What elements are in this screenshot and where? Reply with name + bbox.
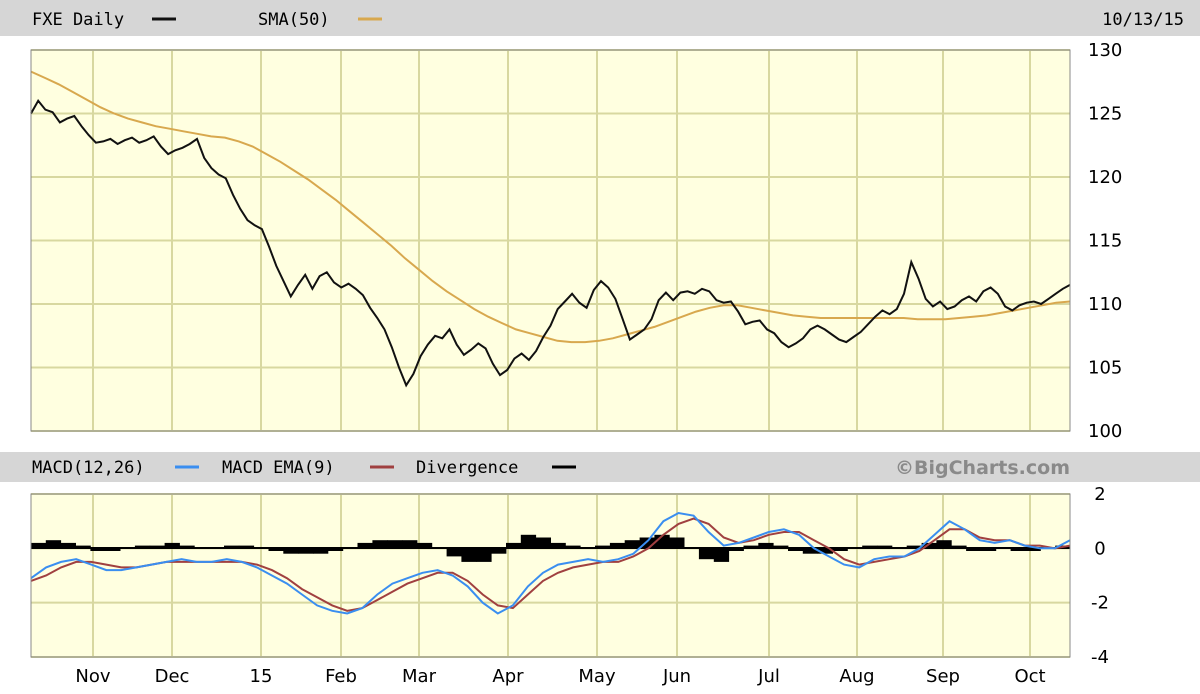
x-tick-label: 15 xyxy=(250,666,273,687)
price-y-tick-label: 120 xyxy=(1088,167,1122,188)
divergence-bar xyxy=(31,542,47,549)
x-tick-label: Mar xyxy=(402,666,437,687)
divergence-bar xyxy=(728,548,744,551)
divergence-bar xyxy=(669,537,685,549)
macd-y-tick-label: 0 xyxy=(1094,538,1105,559)
price-y-tick-label: 105 xyxy=(1088,358,1122,379)
macd-panel-background xyxy=(31,494,1070,657)
divergence-bar xyxy=(327,548,344,551)
price-panel-frame xyxy=(30,49,1071,432)
divergence-bar xyxy=(60,542,76,549)
divergence-bar xyxy=(298,548,314,554)
price-y-tick-label: 110 xyxy=(1088,294,1122,315)
divergence-bar xyxy=(134,545,151,549)
divergence-bar xyxy=(817,548,833,554)
macd-label: MACD(12,26) xyxy=(32,458,145,478)
divergence-bar xyxy=(313,548,329,554)
divergence-bar xyxy=(75,545,91,549)
divergence-bar xyxy=(402,540,418,549)
price-y-tick-label: 115 xyxy=(1088,231,1122,252)
sma-label: SMA(50) xyxy=(258,10,330,30)
divergence-bar xyxy=(506,542,522,549)
divergence-bar xyxy=(45,540,62,549)
x-axis: Nov Dec 15 Feb Mar Apr May Jun Jul Aug Sep Oct xyxy=(75,666,1045,687)
x-tick-label: Dec xyxy=(155,666,190,687)
divergence-bar xyxy=(357,542,373,549)
divergence-bar xyxy=(595,545,611,549)
divergence-bar xyxy=(1010,548,1026,551)
divergence-bar xyxy=(550,542,566,549)
divergence-bar xyxy=(416,542,433,549)
macd-y-axis: 2 0 -2 -4 xyxy=(1091,484,1109,668)
divergence-bar xyxy=(238,545,255,549)
divergence-bar xyxy=(624,540,640,549)
x-tick-label: Jul xyxy=(757,666,780,687)
divergence-bar xyxy=(446,548,462,557)
divergence-bar xyxy=(1025,548,1041,551)
x-tick-label: Jun xyxy=(662,666,691,687)
divergence-bar xyxy=(283,548,299,554)
divergence-bar xyxy=(609,542,626,549)
divergence-bar xyxy=(461,548,477,562)
divergence-bar xyxy=(713,548,730,562)
top-header-bar xyxy=(0,0,1200,36)
divergence-bar xyxy=(906,545,922,549)
divergence-bar xyxy=(224,545,240,549)
macd-y-tick-label: -4 xyxy=(1091,647,1109,668)
divergence-bar xyxy=(743,545,759,549)
price-y-tick-label: 130 xyxy=(1088,40,1122,61)
macd-y-tick-label: -2 xyxy=(1091,593,1109,614)
divergence-bar xyxy=(788,548,804,551)
divergence-bar xyxy=(387,540,403,549)
macd-panel-frame xyxy=(30,493,1071,658)
sma-line xyxy=(30,70,1071,344)
x-tick-label: May xyxy=(578,666,616,687)
divergence-bar xyxy=(936,540,952,549)
divergence-bar xyxy=(698,548,715,560)
x-tick-label: Feb xyxy=(325,666,357,687)
price-y-tick-label: 125 xyxy=(1088,104,1122,125)
divergence-bar xyxy=(966,548,982,551)
x-tick-label: Oct xyxy=(1014,666,1045,687)
price-line xyxy=(30,99,1071,388)
divergence-bar xyxy=(491,548,507,554)
divergence-bar xyxy=(862,545,878,549)
divergence-bar xyxy=(639,537,655,549)
x-tick-label: Aug xyxy=(839,666,874,687)
brand-watermark: ©BigCharts.com xyxy=(895,457,1070,479)
divergence-bar xyxy=(535,537,551,549)
price-y-tick-label: 100 xyxy=(1088,421,1122,442)
divergence-bar xyxy=(565,545,581,549)
macd-header-bar xyxy=(0,452,1200,482)
divergence-bar xyxy=(802,548,819,554)
divergence-bar xyxy=(164,542,180,549)
x-tick-label: Nov xyxy=(75,666,110,687)
x-tick-label: Apr xyxy=(492,666,524,687)
divergence-bar xyxy=(520,534,537,549)
divergence-bar xyxy=(758,542,774,549)
divergence-bar xyxy=(980,548,997,551)
divergence-bar xyxy=(149,545,165,549)
divergence-bar xyxy=(105,548,121,551)
divergence-bar xyxy=(951,545,967,549)
divergence-bar xyxy=(773,545,789,549)
macd-y-tick-label: 2 xyxy=(1094,484,1105,505)
divergence-bar xyxy=(268,548,284,551)
divergence-bar xyxy=(476,548,492,562)
macd-line xyxy=(30,511,1071,615)
symbol-label: FXE Daily xyxy=(32,10,124,30)
price-y-axis: 130 125 120 115 110 105 100 xyxy=(1088,40,1122,442)
x-tick-label: Sep xyxy=(926,666,960,687)
divergence-bar xyxy=(921,542,937,549)
divergence-bar xyxy=(877,545,893,549)
divergence-bar xyxy=(372,540,388,549)
chart-date: 10/13/15 xyxy=(1102,10,1184,30)
divergence-bar xyxy=(179,545,195,549)
ema-label: MACD EMA(9) xyxy=(222,458,335,478)
divergence-bar xyxy=(90,548,106,551)
divergence-label: Divergence xyxy=(416,458,518,478)
divergence-bar xyxy=(832,548,848,551)
